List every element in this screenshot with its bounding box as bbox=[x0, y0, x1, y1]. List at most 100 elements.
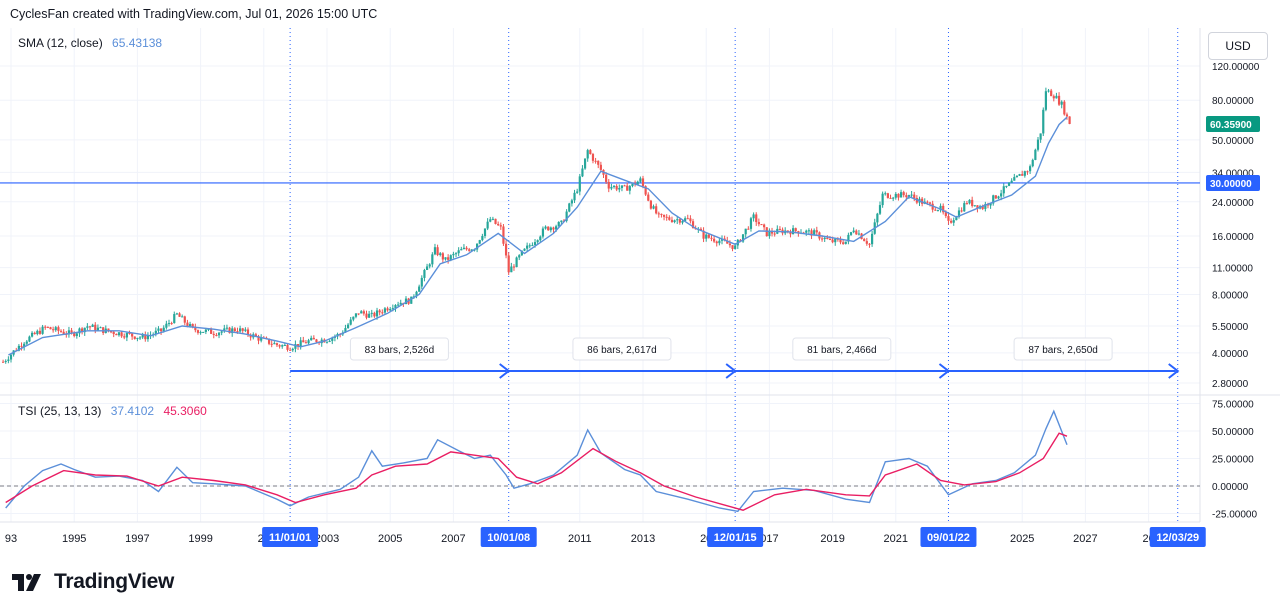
candle-body bbox=[486, 221, 489, 229]
candle-body bbox=[331, 337, 334, 341]
price-tag-label: 60.35900 bbox=[1210, 120, 1252, 131]
candle-body bbox=[905, 195, 908, 198]
measure-arrow-head bbox=[1168, 363, 1180, 379]
candle-body bbox=[41, 326, 44, 334]
grid-lines bbox=[0, 28, 1200, 522]
candle-body bbox=[383, 308, 387, 313]
candle-body bbox=[481, 236, 484, 241]
price-axis-tick-label: 5.50000 bbox=[1212, 322, 1249, 333]
candle-body bbox=[599, 164, 602, 170]
candle-body bbox=[533, 242, 537, 246]
candle-body bbox=[665, 216, 668, 218]
candle-body bbox=[942, 205, 945, 213]
candle-body bbox=[734, 245, 737, 249]
candle-body bbox=[362, 311, 365, 314]
candle-body bbox=[273, 343, 276, 345]
candle-body bbox=[1065, 114, 1069, 117]
candle-body bbox=[1052, 96, 1055, 99]
time-axis-tick-label: 2013 bbox=[631, 533, 655, 545]
time-axis-tick-label: 2025 bbox=[1010, 533, 1034, 545]
candle-body bbox=[531, 245, 534, 247]
candle-body bbox=[876, 213, 879, 223]
candle-body bbox=[46, 326, 49, 328]
time-axis-date-tag bbox=[1149, 527, 1206, 547]
sma-legend[interactable]: SMA (12, close) 65.43138 bbox=[18, 36, 162, 50]
cycle-measurements: 83 bars, 2,526d 86 bars, 2,617d 81 bars, 2… bbox=[290, 337, 1180, 379]
currency-button[interactable]: USD bbox=[1208, 32, 1268, 60]
measure-label-box bbox=[792, 337, 892, 361]
candle-body bbox=[715, 241, 718, 244]
time-axis-tick-label: 2027 bbox=[1073, 533, 1097, 545]
candle-body bbox=[212, 333, 215, 335]
candle-body bbox=[246, 329, 250, 335]
candle-body bbox=[267, 338, 271, 344]
candle-body bbox=[378, 310, 381, 313]
candle-body bbox=[718, 240, 721, 244]
candle-body bbox=[1047, 90, 1050, 92]
measure-label: 86 bars, 2,617d bbox=[587, 345, 657, 356]
candle-body bbox=[968, 199, 971, 204]
candle-body bbox=[926, 201, 929, 203]
candle-body bbox=[963, 203, 966, 212]
candle-body bbox=[310, 337, 313, 341]
candle-body bbox=[610, 186, 613, 189]
candle-body bbox=[913, 194, 916, 198]
candle-body bbox=[120, 332, 123, 337]
candle-body bbox=[52, 329, 55, 331]
candle-body bbox=[370, 312, 373, 314]
candle-body bbox=[1005, 185, 1008, 187]
candle-body bbox=[354, 313, 358, 317]
candle-body bbox=[755, 214, 758, 223]
time-axis-tick-label: 93 bbox=[5, 533, 17, 545]
candle-body bbox=[389, 308, 392, 311]
candle-body bbox=[236, 331, 239, 333]
time-axis-date-tag-label: 10/01/08 bbox=[487, 532, 530, 544]
candle-body bbox=[631, 182, 634, 187]
candle-body bbox=[1044, 91, 1047, 110]
candle-body bbox=[170, 323, 173, 325]
candle-body bbox=[88, 326, 92, 328]
candle-body bbox=[731, 245, 734, 249]
candle-body bbox=[352, 316, 355, 320]
measure-label-box bbox=[1013, 337, 1113, 361]
candle-body bbox=[944, 212, 947, 217]
candle-body bbox=[328, 340, 331, 342]
price-axis-tick-label: 16.00000 bbox=[1212, 232, 1254, 243]
candle-body bbox=[589, 150, 592, 155]
candle-body bbox=[54, 327, 57, 331]
candle-body bbox=[70, 330, 73, 333]
candle-body bbox=[578, 176, 581, 192]
candle-body bbox=[792, 228, 795, 235]
candle-body bbox=[691, 221, 695, 229]
candle-body bbox=[773, 233, 776, 235]
candle-body bbox=[312, 337, 315, 340]
candle-body bbox=[620, 185, 624, 188]
candle-body bbox=[231, 328, 234, 334]
candle-body bbox=[810, 230, 813, 236]
candle-body bbox=[478, 240, 481, 244]
tradingview-logo[interactable]: TradingView bbox=[12, 570, 174, 594]
candle-body bbox=[544, 226, 547, 229]
candle-body bbox=[568, 203, 571, 212]
candle-body bbox=[368, 313, 371, 318]
price-axis-tick-label: 2.80000 bbox=[1212, 379, 1249, 390]
candle-body bbox=[112, 331, 115, 335]
candle-body bbox=[418, 286, 421, 292]
candle-body bbox=[686, 218, 689, 220]
candle-body bbox=[315, 339, 318, 343]
candle-body bbox=[420, 277, 423, 287]
candle-body bbox=[849, 232, 853, 235]
candle-body bbox=[465, 247, 468, 250]
candle-body bbox=[423, 269, 426, 278]
tsi-legend[interactable]: TSI (25, 13, 13) 37.4102 45.3060 bbox=[18, 404, 207, 418]
candle-body bbox=[820, 238, 824, 240]
candle-body bbox=[884, 193, 887, 195]
candle-body bbox=[115, 334, 118, 336]
candle-body bbox=[62, 331, 65, 334]
candle-body bbox=[254, 334, 257, 337]
candle-body bbox=[294, 344, 297, 349]
candle-body bbox=[770, 231, 774, 234]
candle-body bbox=[386, 308, 389, 311]
candle-body bbox=[381, 312, 384, 314]
